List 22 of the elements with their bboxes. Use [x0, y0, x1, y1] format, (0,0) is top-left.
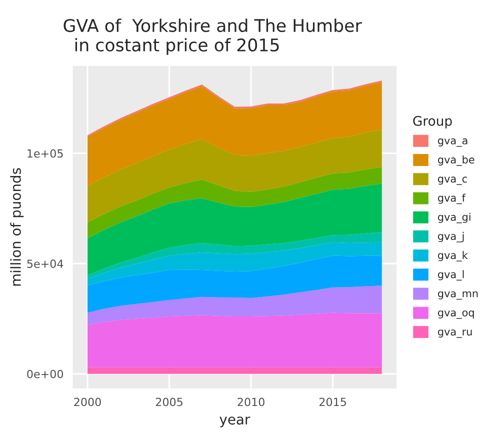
x-tick-label: 2015 [319, 398, 346, 406]
legend-label: gva_gi [438, 212, 470, 224]
y-tick-label: 0e+00 [27, 370, 64, 378]
legend-title: Group [413, 116, 452, 128]
legend-label: gva_mn [438, 291, 478, 300]
legend-label: gva_j [438, 232, 464, 242]
x-axis-title: year [220, 416, 250, 428]
chart-title: GVA of Yorkshire and The Humber in costant price of 2015 [64, 18, 362, 55]
x-tick-label: 2010 [238, 398, 264, 406]
legend-label: gva_oq [438, 310, 474, 319]
legend-label: gva_c [438, 176, 467, 185]
x-tick-label: 2005 [156, 398, 182, 406]
y-tick-label: 5e+04 [27, 260, 64, 268]
y-tick-label: 1e+05 [28, 149, 63, 158]
legend-label: gva_a [438, 138, 468, 147]
legend-label: gva_ru [438, 330, 472, 338]
y-axis-title: million of puonds [10, 168, 24, 286]
x-tick-label: 2000 [74, 398, 101, 406]
legend-label: gva_f [438, 194, 466, 204]
legend-label: gva_be [438, 155, 474, 166]
legend-label: gva_k [438, 251, 468, 262]
legend-label: gva_l [438, 270, 464, 281]
